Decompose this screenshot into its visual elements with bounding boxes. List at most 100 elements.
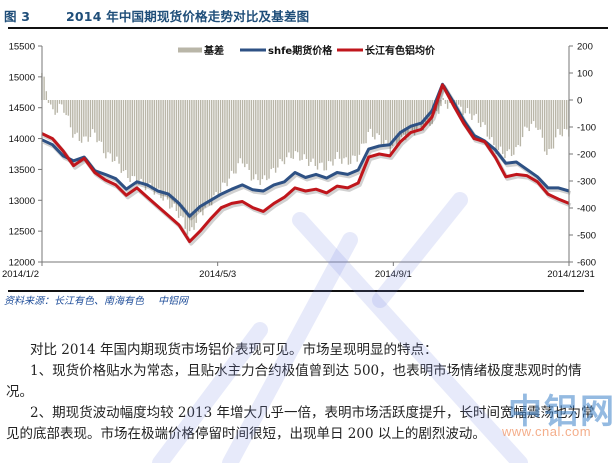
basis-bar (186, 100, 189, 235)
basis-bar (191, 100, 193, 228)
basis-bar (255, 100, 257, 175)
basis-bar (175, 100, 178, 211)
basis-bar (67, 100, 70, 116)
basis-bar (78, 100, 81, 141)
basis-bar (442, 98, 444, 100)
basis-bar (486, 100, 489, 137)
basis-bar (173, 100, 175, 204)
basis-bar (155, 100, 158, 190)
basis-bar (528, 100, 530, 132)
basis-bar (61, 100, 63, 105)
basis-bar (471, 100, 473, 120)
basis-bar (98, 100, 100, 141)
basis-bar (237, 100, 239, 164)
right-tick-label: -100 (577, 123, 596, 134)
basis-bar (367, 100, 369, 133)
left-tick-label: 13500 (9, 165, 35, 176)
basis-bar (85, 100, 87, 137)
basis-bar (122, 100, 125, 172)
basis-bar (493, 100, 495, 146)
basis-bar (65, 100, 67, 116)
basis-bar (105, 100, 107, 159)
basis-bar (391, 100, 394, 146)
legend-swatch (178, 47, 202, 53)
basis-bar (356, 100, 358, 162)
basis-bar (283, 100, 286, 165)
basis-bar (228, 100, 231, 179)
basis-bar (332, 100, 334, 166)
basis-bar (336, 100, 339, 153)
basis-bar (548, 100, 550, 150)
basis-bar (208, 100, 211, 206)
figure-title-text: 2014 年中国期现货价格走势对比及基差图 (66, 9, 310, 24)
basis-bar (47, 100, 50, 103)
basis-bar (541, 100, 544, 138)
basis-bar (479, 100, 482, 128)
basis-bar (563, 100, 566, 129)
basis-bar (396, 100, 398, 145)
basis-bar (402, 100, 405, 135)
basis-bar (312, 100, 314, 159)
basis-bar (177, 100, 180, 218)
basis-bar (321, 100, 323, 163)
basis-bar (131, 100, 134, 177)
basis-bar (162, 100, 164, 201)
basis-bar (235, 100, 237, 174)
basis-bar (565, 100, 568, 130)
basis-bar (502, 100, 504, 154)
basis-bar (360, 100, 363, 144)
basis-bar (303, 100, 305, 155)
bottom-rule (8, 290, 584, 292)
right-tick-label: -600 (577, 258, 596, 269)
basis-bar (530, 100, 533, 124)
basis-bar (457, 100, 460, 105)
basis-bar (285, 100, 288, 158)
basis-bar (153, 100, 156, 195)
basis-bar (422, 100, 425, 131)
basis-bar (63, 100, 65, 113)
price-lines (41, 82, 572, 246)
basis-bar (224, 100, 226, 183)
basis-bar (418, 100, 420, 124)
basis-bar (369, 100, 372, 129)
basis-bar (438, 100, 440, 114)
basis-bar (341, 100, 343, 164)
basis-bar (80, 100, 83, 143)
basis-bar (83, 100, 85, 137)
basis-bar (349, 100, 352, 164)
basis-bar (416, 100, 418, 130)
basis-bar (272, 100, 275, 168)
basis-bar (491, 100, 493, 138)
right-tick-label: -500 (577, 231, 596, 242)
basis-bar (266, 100, 268, 181)
basis-bar (197, 100, 200, 212)
basis-bar (314, 100, 317, 166)
basis-bar (521, 100, 524, 138)
basis-bar (96, 100, 98, 143)
basis-bar (347, 100, 350, 165)
basis-bar (389, 100, 391, 154)
basis-bar (180, 100, 182, 216)
basis-bar (557, 100, 559, 130)
basis-bar (270, 100, 272, 170)
right-tick-label: -200 (577, 150, 596, 161)
basis-bar (91, 100, 94, 130)
basis-bar (50, 100, 52, 105)
basis-bar (210, 100, 213, 206)
basis-bar (56, 100, 59, 113)
basis-bar (233, 100, 235, 174)
chart: 12000 12500 13000 13500 14000 14500 15000 15500… (2, 42, 596, 281)
basis-bar (239, 100, 242, 159)
basis-bar (111, 100, 114, 162)
basis-bar (202, 100, 204, 216)
watermark-logo: 中铝网 (508, 392, 616, 432)
basis-bar (230, 100, 233, 171)
basis-bar (199, 100, 202, 213)
basis-bar (166, 100, 169, 200)
basis-bar (409, 100, 411, 129)
basis-bar (462, 100, 464, 115)
basis-bar (246, 100, 248, 164)
basis-bar (308, 100, 310, 166)
basis-bar (292, 100, 294, 159)
basis-bar (466, 100, 469, 109)
